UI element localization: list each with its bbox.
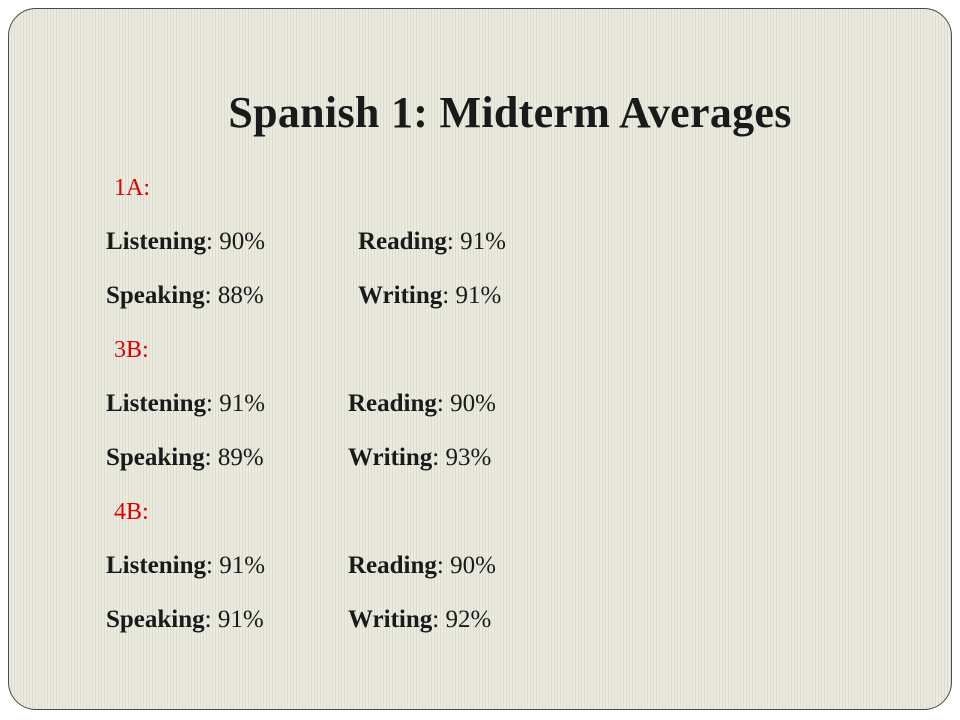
averages-list: 1A: Listening: 90% Reading: 91% Speaking:… <box>106 169 506 655</box>
skill-name: Listening <box>106 552 207 579</box>
skill-score: 92% <box>445 606 492 633</box>
slide: Spanish 1: Midterm Averages 1A: Listenin… <box>8 8 952 710</box>
skill-name: Listening <box>106 228 207 255</box>
skill-score: 91% <box>219 390 266 417</box>
score-row: Listening: 90% Reading: 91% <box>106 228 506 255</box>
skill-name: Reading <box>348 390 437 417</box>
section-label-1a: 1A: <box>114 175 150 201</box>
skill-score: 90% <box>450 552 496 579</box>
skill-name: Listening <box>106 390 207 417</box>
score-row: Listening: 91% Reading: 90% <box>106 390 496 417</box>
skill-score: 88% <box>217 282 264 309</box>
skill-score: 91% <box>219 552 266 579</box>
skill-name: Reading <box>348 552 437 579</box>
skill-score: 91% <box>217 606 264 633</box>
section-label-4b: 4B: <box>114 499 149 525</box>
section-label-3b: 3B: <box>114 337 149 363</box>
skill-score: 90% <box>219 228 266 255</box>
skill-score: 91% <box>460 228 506 255</box>
skill-score: 93% <box>445 444 492 471</box>
score-row: Speaking: 91% Writing: 92% <box>106 606 492 633</box>
skill-name: Writing <box>348 606 433 633</box>
skill-score: 91% <box>455 282 502 309</box>
skill-name: Speaking <box>106 282 205 309</box>
skill-name: Writing <box>358 282 443 309</box>
skill-name: Speaking <box>106 444 205 471</box>
slide-title: Spanish 1: Midterm Averages <box>228 88 792 137</box>
skill-name: Reading <box>358 228 447 255</box>
skill-name: Speaking <box>106 606 205 633</box>
score-row: Speaking: 88% Writing: 91% <box>106 282 502 309</box>
score-row: Listening: 91% Reading: 90% <box>106 552 496 579</box>
skill-name: Writing <box>348 444 433 471</box>
score-row: Speaking: 89% Writing: 93% <box>106 444 492 471</box>
skill-score: 89% <box>217 444 264 471</box>
skill-score: 90% <box>450 390 496 417</box>
